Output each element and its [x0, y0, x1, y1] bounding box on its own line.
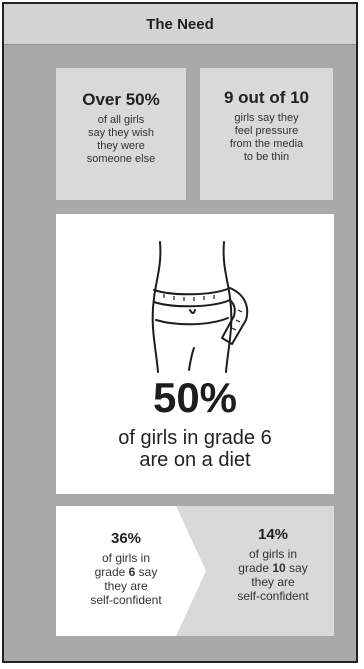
stat-grade10-line-2: grade 10 say [238, 561, 308, 575]
page-title: The Need [146, 15, 214, 33]
infographic-frame: The Need Over 50% of all girls say they … [2, 2, 358, 663]
stat-grade6: 36% of girls in grade 6 say they are sel… [66, 530, 186, 607]
stat-grade6-line-4: self-confident [90, 593, 162, 607]
stat-grade10: 14% of girls in grade 10 say they are se… [214, 526, 332, 603]
stat-grade6-line-2: grade 6 say [94, 565, 158, 579]
stat-diet-caption: of girls in grade 6 are on a diet [56, 427, 334, 471]
stat-diet-line-1: of girls in grade 6 [118, 427, 272, 449]
stat-card-wish: Over 50% of all girls say they wish they… [56, 68, 186, 200]
stat-diet-line-2: are on a diet [139, 449, 251, 471]
stat-media-line-3: from the media [229, 138, 304, 150]
stat-grade10-value: 14% [257, 526, 289, 543]
stat-wish-value: Over 50% [82, 90, 160, 109]
confidence-comparison: 36% of girls in grade 6 say they are sel… [56, 506, 334, 636]
stat-wish-line-4: someone else [86, 153, 156, 165]
stat-media-line-1: girls say they [234, 112, 299, 124]
stat-card-media: 9 out of 10 girls say they feel pressure… [200, 68, 333, 200]
stat-grade6-value: 36% [110, 530, 142, 547]
stat-media-line-4: to be thin [243, 151, 290, 163]
stat-wish-line-3: they were [97, 140, 145, 152]
stat-card-diet: 50% of girls in grade 6 are on a diet [56, 214, 334, 494]
stat-wish-line-1: of all girls [97, 114, 145, 126]
stat-grade6-line-1: of girls in [101, 551, 151, 565]
stat-grade6-line-3: they are [104, 579, 148, 593]
waist-tape-measure-icon [151, 241, 249, 373]
stat-diet-value: 50% [152, 374, 238, 421]
stat-media-value: 9 out of 10 [223, 88, 309, 107]
stat-grade10-line-3: they are [251, 575, 295, 589]
stat-grade10-line-1: of girls in [248, 547, 298, 561]
header: The Need [4, 4, 356, 45]
stat-wish-line-2: say they wish [87, 127, 155, 139]
stat-media-line-2: feel pressure [234, 125, 299, 137]
stat-grade10-line-4: self-confident [237, 589, 309, 603]
confidence-arrow-background [56, 506, 334, 636]
